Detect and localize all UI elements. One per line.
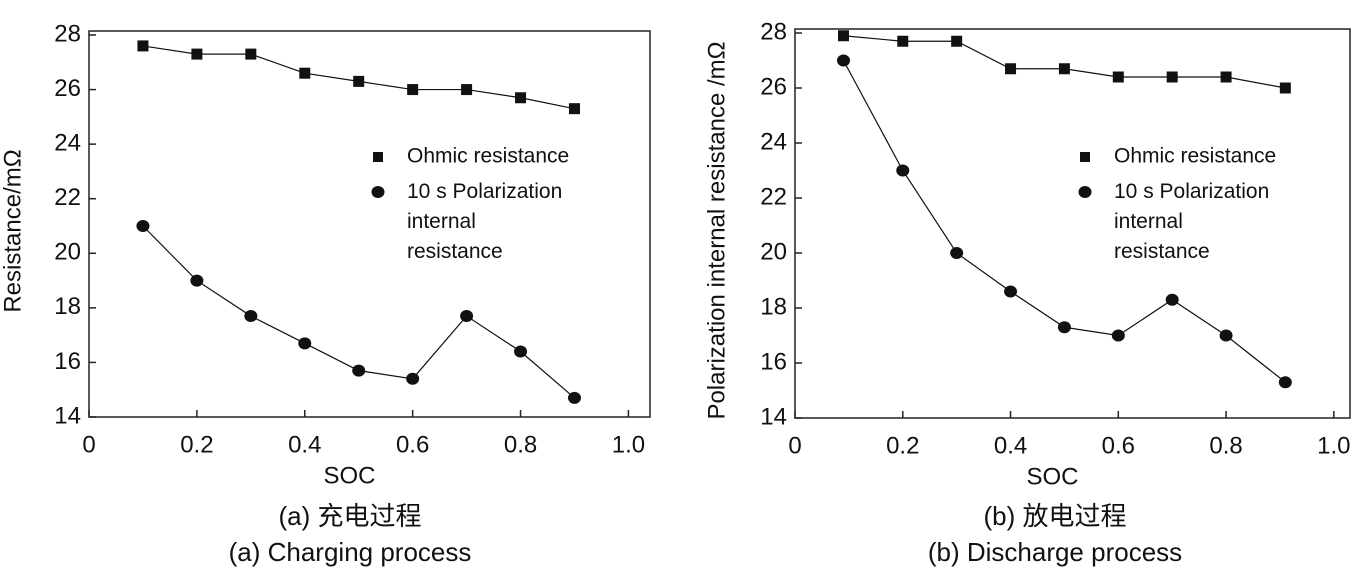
x-axis-label: SOC (323, 462, 375, 489)
y-tick-label: 18 (54, 293, 81, 320)
point (1004, 285, 1018, 298)
x-tick-label: 1.0 (1317, 432, 1350, 459)
point (244, 310, 258, 323)
point (568, 103, 580, 115)
point (897, 35, 909, 47)
point (1005, 63, 1017, 75)
y-tick-label: 28 (760, 18, 787, 45)
y-tick-label: 26 (54, 75, 81, 102)
legend-label: 10 s Polarization internal resistance (1114, 180, 1269, 263)
point (1219, 329, 1233, 342)
x-tick-label: 0.4 (994, 432, 1027, 459)
x-tick-label: 0.2 (180, 431, 213, 458)
x-tick-label: 0 (82, 431, 95, 458)
point (1111, 329, 1125, 342)
y-tick-label: 22 (54, 184, 81, 211)
y-tick-label: 28 (54, 20, 81, 47)
legend-label: Ohmic resistance (1114, 145, 1276, 168)
y-tick-label: 24 (760, 128, 787, 155)
y-tick-label: 26 (760, 73, 787, 100)
y-tick-label: 22 (760, 183, 787, 210)
point (136, 220, 150, 232)
y-tick-label: 14 (54, 402, 81, 429)
point (567, 391, 581, 404)
point (299, 67, 311, 79)
y-axis-label: Polarization internal resistance /mΩ (703, 41, 730, 419)
point (1220, 71, 1232, 83)
x-tick-label: 0.6 (1102, 432, 1135, 459)
point (1112, 71, 1124, 83)
y-tick-label: 20 (54, 239, 81, 266)
plot-frame (794, 28, 1351, 419)
point (461, 84, 473, 96)
point (245, 48, 257, 60)
y-axis-label: Resistance/mΩ (0, 149, 26, 312)
y-tick-label: 24 (54, 129, 81, 156)
y-tick-label: 16 (54, 348, 81, 375)
point (515, 92, 527, 104)
x-tick-label: 0.2 (886, 432, 919, 459)
chart: 14 16 18 20 22 24 26 28 0 0.2 0.4 0.6 0.8 1.0 SOC Resis… (0, 20, 651, 567)
caption-en: (b) Discharge process (928, 537, 1182, 567)
point (1058, 63, 1070, 75)
y-tick-label: 20 (760, 238, 787, 265)
series-line (843, 35, 1286, 89)
x-tick-label: 0.8 (504, 431, 537, 458)
point (896, 164, 910, 177)
x-tick-label: 0.6 (396, 431, 429, 458)
point (137, 40, 149, 52)
x-tick-label: 0.8 (1209, 432, 1242, 459)
legend-marker (373, 152, 383, 162)
point (837, 30, 849, 42)
caption-cn: (a) 充电过程 (278, 501, 421, 531)
legend-marker (371, 186, 385, 198)
x-tick-label: 1.0 (612, 431, 645, 458)
point (514, 345, 528, 358)
x-tick-label: 0.4 (288, 431, 321, 458)
legend-marker (1078, 186, 1092, 198)
point (298, 337, 312, 350)
point (1165, 293, 1179, 306)
point (353, 75, 365, 87)
series-line (842, 60, 1286, 383)
chart: 14 16 18 20 22 24 26 28 0 0.2 0.4 0.6 0.8 1.0 SOC Polar… (703, 18, 1351, 567)
legend-marker (1080, 152, 1090, 162)
point (191, 48, 203, 60)
point (1057, 321, 1071, 334)
point (836, 54, 850, 67)
y-tick-label: 16 (760, 348, 787, 375)
point (951, 35, 963, 47)
caption-en: (a) Charging process (229, 537, 472, 567)
point (407, 84, 419, 96)
y-tick-label: 18 (760, 293, 787, 320)
y-tick-label: 14 (760, 403, 787, 430)
point (1278, 376, 1292, 389)
point (1279, 82, 1291, 94)
point (1166, 71, 1178, 83)
point (406, 372, 420, 385)
x-axis-label: SOC (1026, 463, 1078, 490)
x-tick-label: 0 (788, 432, 801, 459)
point (190, 274, 204, 287)
caption-cn: (b) 放电过程 (983, 501, 1126, 531)
legend-label: Ohmic resistance (407, 145, 569, 168)
point (352, 364, 366, 377)
point (950, 247, 964, 259)
legend-label: 10 s Polarization internal resistance (407, 180, 562, 263)
plot-frame (88, 30, 651, 418)
point (460, 310, 474, 323)
